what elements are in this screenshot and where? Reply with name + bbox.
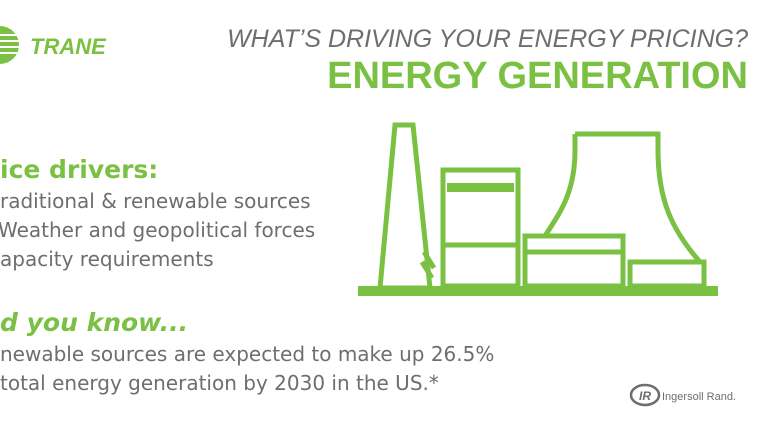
ir-logo-text: Ingersoll Rand. (662, 391, 736, 403)
fact-line: total energy generation by 2030 in the U… (0, 371, 439, 395)
title: WHAT’S DRIVING YOUR ENERGY PRICING? (227, 25, 748, 53)
ir-mark (629, 383, 661, 407)
fact-line: newable sources are expected to make up … (0, 342, 494, 366)
ir-mark-text: IR (639, 389, 651, 403)
driver-item: raditional & renewable sources (0, 189, 311, 213)
building-band (447, 183, 514, 192)
ground (358, 286, 718, 296)
driver-item: apacity requirements (0, 247, 214, 271)
fact-heading: d you know... (0, 308, 188, 337)
logo-stripes (0, 34, 19, 54)
drivers-heading: ice drivers: (0, 155, 158, 184)
logo-text: TRANE (30, 34, 107, 59)
subtitle: ENERGY GENERATION (327, 55, 748, 97)
driver-item: Weather and geopolitical forces (0, 218, 315, 242)
